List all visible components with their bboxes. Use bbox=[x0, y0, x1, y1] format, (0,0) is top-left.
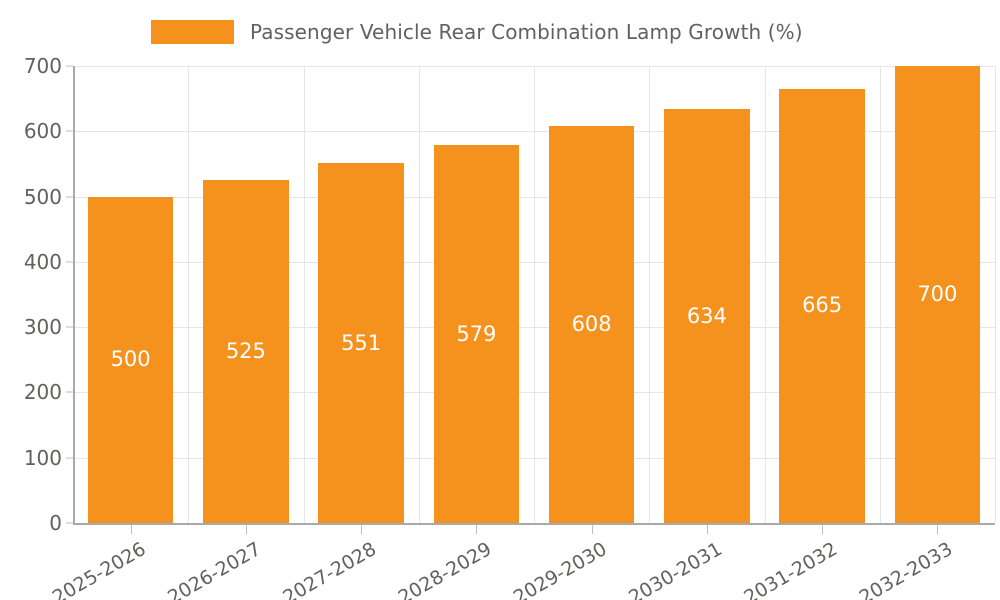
bar[interactable]: 608 bbox=[548, 126, 635, 523]
y-axis-tick-mark bbox=[66, 130, 73, 132]
y-axis-tick-label: 300 bbox=[23, 315, 62, 340]
x-axis-tick-mark bbox=[591, 525, 593, 534]
x-axis-line bbox=[73, 523, 995, 525]
bar[interactable]: 700 bbox=[894, 66, 980, 523]
category-gridline bbox=[649, 66, 651, 523]
bar[interactable]: 500 bbox=[87, 196, 174, 523]
bar-value-label: 700 bbox=[917, 282, 958, 306]
x-axis-tick-mark bbox=[476, 525, 478, 534]
legend-label: Passenger Vehicle Rear Combination Lamp … bbox=[250, 20, 803, 44]
x-axis-tick-mark bbox=[130, 525, 132, 534]
category-gridline bbox=[534, 66, 535, 523]
category-gridline bbox=[764, 66, 766, 523]
y-axis-line bbox=[73, 66, 75, 524]
x-axis-tick-mark bbox=[822, 525, 824, 534]
bar-value-label: 665 bbox=[802, 293, 843, 318]
y-axis-tick-mark bbox=[66, 391, 73, 393]
y-axis-tick-label: 500 bbox=[23, 184, 62, 209]
category-gridline bbox=[418, 66, 420, 523]
category-gridline bbox=[995, 66, 996, 523]
y-axis-tick-label: 400 bbox=[23, 249, 62, 274]
legend-color-swatch bbox=[151, 20, 234, 44]
y-axis-tick-label: 700 bbox=[23, 54, 62, 78]
bar-value-label: 500 bbox=[110, 347, 151, 372]
y-axis-tick-label: 600 bbox=[23, 119, 62, 144]
y-axis-tick-label: 0 bbox=[49, 511, 62, 535]
bar-value-label: 525 bbox=[225, 339, 266, 364]
y-axis-tick-mark bbox=[66, 261, 73, 263]
x-axis-tick-mark bbox=[706, 525, 708, 534]
bar[interactable]: 579 bbox=[433, 145, 519, 523]
x-axis-tick-mark bbox=[245, 525, 247, 534]
bar[interactable]: 634 bbox=[664, 109, 750, 523]
plot-area: 500 525 551 579 608 634 665 700 bbox=[73, 66, 996, 523]
x-axis-tick-label: 2025-2026 bbox=[48, 538, 150, 600]
bar-value-label: 551 bbox=[341, 330, 382, 355]
category-gridline bbox=[303, 66, 305, 523]
category-gridline bbox=[188, 66, 190, 523]
y-axis-tick-mark bbox=[66, 522, 73, 524]
x-axis-tick-mark bbox=[361, 525, 363, 534]
bar[interactable]: 551 bbox=[318, 163, 404, 523]
y-axis-tick-mark bbox=[66, 326, 73, 328]
bar-value-label: 579 bbox=[456, 321, 497, 346]
y-axis-tick-mark bbox=[66, 65, 73, 67]
bar-value-label: 634 bbox=[686, 303, 727, 328]
bar[interactable]: 525 bbox=[203, 180, 289, 523]
bar-value-label: 608 bbox=[571, 312, 612, 337]
y-axis-tick-label: 200 bbox=[23, 380, 62, 405]
y-axis-tick-mark bbox=[66, 457, 73, 459]
x-axis-tick-mark bbox=[937, 525, 939, 534]
chart-legend[interactable]: Passenger Vehicle Rear Combination Lamp … bbox=[151, 14, 803, 50]
y-axis-tick-mark bbox=[66, 196, 73, 198]
bar[interactable]: 665 bbox=[779, 88, 865, 523]
y-axis-tick-label: 100 bbox=[23, 445, 62, 470]
category-gridline bbox=[879, 66, 881, 523]
